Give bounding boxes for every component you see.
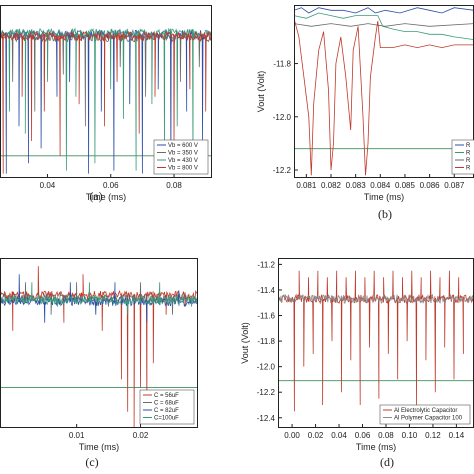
y-tick-label: -11.6 bbox=[257, 312, 275, 321]
x-axis-label: Time (ms) bbox=[79, 442, 119, 452]
y-axis-label: Vout (Volt) bbox=[240, 322, 250, 364]
series-line-3 bbox=[0, 30, 212, 174]
x-tick-label: 0.06 bbox=[355, 431, 371, 440]
legend-entry: Vb = 430 V bbox=[168, 158, 198, 164]
series-line-2 bbox=[294, 23, 474, 27]
panel-caption: (a) bbox=[89, 189, 102, 203]
series-line-2 bbox=[0, 27, 212, 171]
y-axis-label: Vout (Volt) bbox=[256, 71, 266, 113]
legend-box bbox=[379, 404, 471, 425]
series-line-0 bbox=[278, 270, 474, 412]
x-tick-label: 0.02 bbox=[133, 431, 149, 440]
x-tick-label: 0.14 bbox=[449, 431, 465, 440]
legend: Al Electrolytic Capacitor Al Polymer Capa… bbox=[379, 404, 471, 425]
y-tick-label: -11.4 bbox=[257, 286, 275, 295]
x-tick-label: 0.06 bbox=[103, 181, 119, 190]
panel-caption: (b) bbox=[378, 207, 392, 221]
x-tick-label: 0.084 bbox=[370, 181, 391, 190]
legend-entry: R bbox=[466, 158, 471, 164]
y-tick-label: -12.0 bbox=[257, 363, 276, 372]
legend-entry: Vb = 350 V bbox=[168, 151, 198, 157]
legend-entry: C = 68uF bbox=[154, 401, 179, 407]
legend-box bbox=[451, 139, 474, 175]
legend-entry: Vb = 600 V bbox=[168, 143, 198, 149]
x-tick-label: 0.08 bbox=[166, 181, 182, 190]
x-tick-label: 0.12 bbox=[425, 431, 441, 440]
y-tick-label: -11.8 bbox=[257, 337, 275, 346]
plot-area bbox=[294, 7, 474, 176]
legend-entry: R bbox=[466, 143, 471, 149]
legend-entry: C=100uF bbox=[154, 416, 179, 422]
y-tick-label: -12.4 bbox=[257, 414, 276, 423]
x-tick-label: 0.01 bbox=[69, 431, 85, 440]
y-tick-label: -12.2 bbox=[257, 388, 276, 397]
legend-entry: R bbox=[466, 166, 471, 172]
panel-caption: (d) bbox=[380, 455, 394, 469]
x-tick-label: 0.087 bbox=[444, 181, 465, 190]
y-tick-label: -12.2 bbox=[273, 166, 292, 175]
x-tick-label: 0.08 bbox=[378, 431, 394, 440]
legend-entry: Al Electrolytic Capacitor bbox=[394, 408, 457, 414]
x-tick-label: 0.086 bbox=[420, 181, 441, 190]
panel-0: 0.04 0.06 0.08 Time (ms) Vb = 600 V Vb = 350 … bbox=[0, 5, 212, 202]
plot-area bbox=[278, 270, 474, 412]
series-line-3 bbox=[0, 282, 198, 315]
x-tick-label: 0.10 bbox=[402, 431, 418, 440]
x-tick-label: 0.082 bbox=[321, 181, 342, 190]
legend-entry: R bbox=[466, 151, 471, 157]
y-tick-label: -12.0 bbox=[273, 113, 292, 122]
plot-area bbox=[0, 266, 198, 428]
x-tick-label: 0.04 bbox=[331, 431, 347, 440]
legend-entry: Al Polymer Capacitor 100 bbox=[394, 416, 463, 422]
axes-frame bbox=[278, 258, 474, 428]
series-line-0 bbox=[294, 7, 474, 14]
x-tick-label: 0.04 bbox=[40, 181, 56, 190]
x-tick-label: 0.02 bbox=[308, 431, 324, 440]
series-line-1 bbox=[278, 293, 474, 304]
series-line-1 bbox=[294, 12, 474, 40]
legend: Vb = 600 V Vb = 350 VVb = 430 V Vb = 800 V bbox=[153, 139, 209, 175]
legend-box bbox=[139, 389, 195, 425]
x-axis-label: Time (ms) bbox=[356, 442, 396, 452]
panel-caption: (c) bbox=[85, 455, 98, 469]
x-axis-label: Time (ms) bbox=[86, 192, 126, 202]
x-tick-label: 0.085 bbox=[395, 181, 416, 190]
x-tick-label: 0.081 bbox=[296, 181, 317, 190]
x-axis-label: Time (ms) bbox=[364, 192, 404, 202]
axes-frame bbox=[0, 258, 198, 428]
panel-3: 0.00 0.02 0.04 0.06 0.08 0.10 0.12 0.14 -11.2 -11… bbox=[240, 258, 474, 452]
axes-frame bbox=[294, 5, 474, 178]
legend-entry: C = 82uF bbox=[154, 408, 179, 414]
y-tick-label: -11.8 bbox=[273, 60, 291, 69]
series-line-3 bbox=[294, 18, 474, 176]
axes-frame bbox=[0, 5, 212, 178]
legend-entry: C = 56uF bbox=[154, 393, 179, 399]
legend-box bbox=[153, 139, 209, 175]
legend-entry: Vb = 800 V bbox=[168, 166, 198, 172]
y-tick-label: -11.2 bbox=[257, 260, 275, 269]
x-tick-label: 0.083 bbox=[346, 181, 367, 190]
panel-1: 0.081 0.082 0.083 0.084 0.085 0.086 0.087 -11.8… bbox=[256, 5, 474, 202]
x-tick-label: 0.00 bbox=[284, 431, 300, 440]
